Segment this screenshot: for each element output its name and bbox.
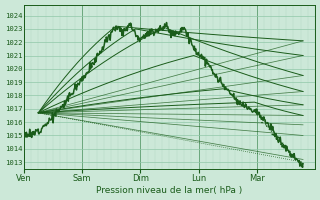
X-axis label: Pression niveau de la mer( hPa ): Pression niveau de la mer( hPa ) [96, 186, 243, 195]
